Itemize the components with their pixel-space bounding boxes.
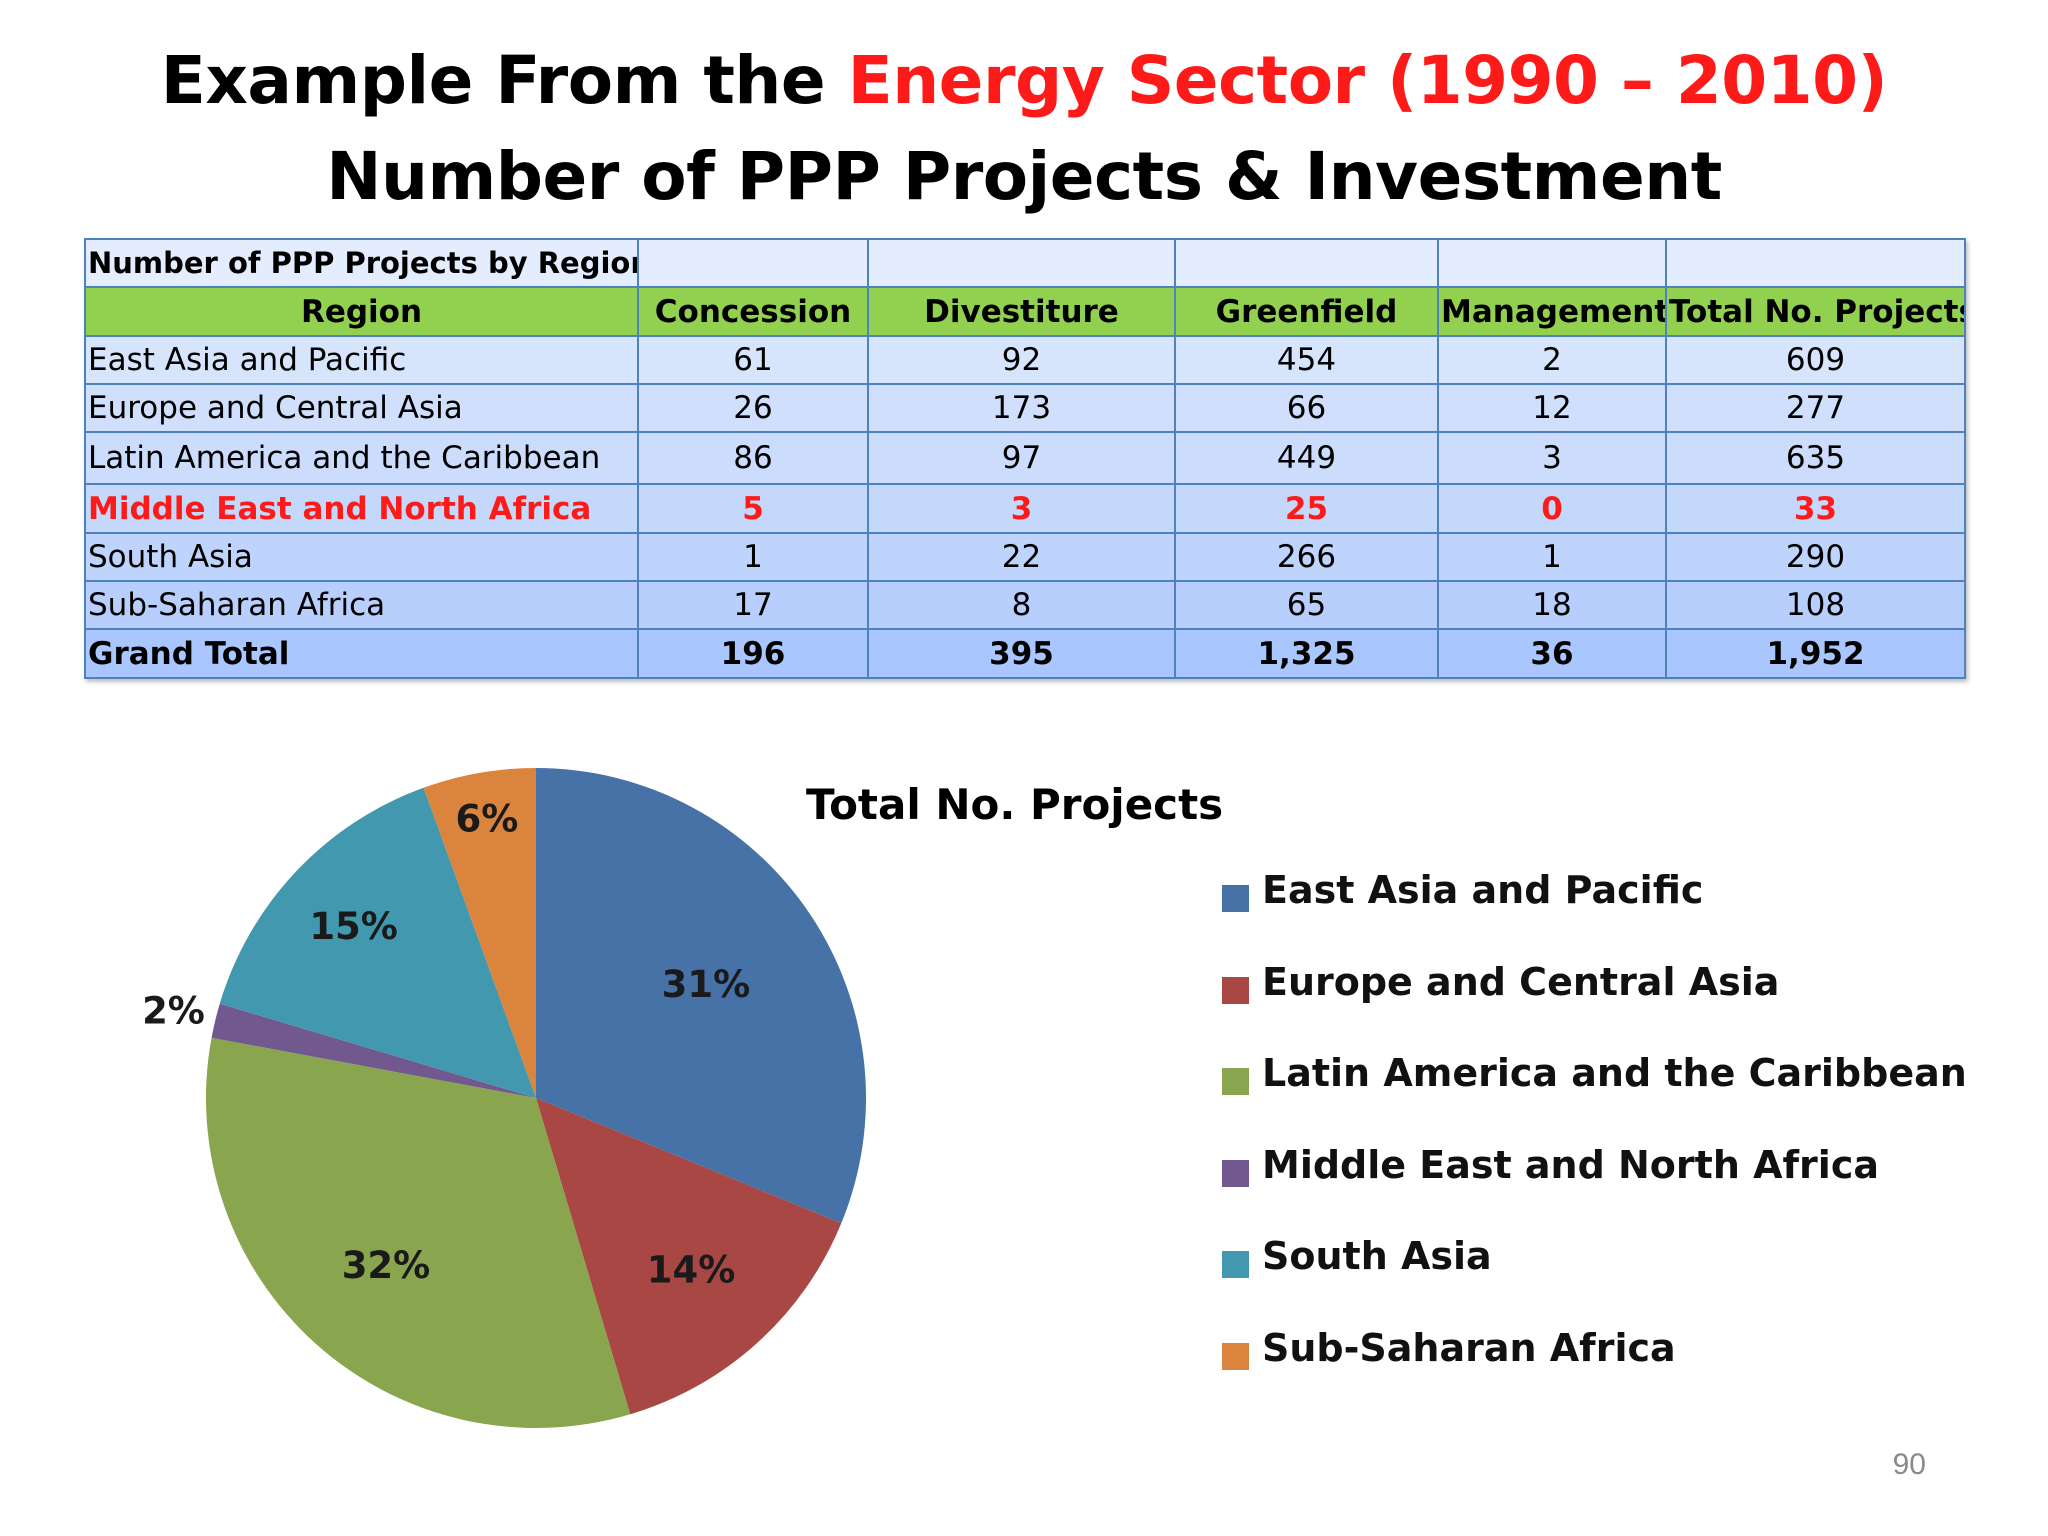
divestiture-cell: 92 — [867, 335, 1176, 385]
concession-cell: 1 — [637, 532, 869, 582]
greenfield-cell: 449 — [1174, 431, 1439, 485]
management-cell: 12 — [1437, 383, 1667, 433]
table-row: East Asia and Pacific 61 92 454 2 609 — [84, 335, 1966, 385]
pie-data-label: 6% — [456, 797, 519, 840]
total-cell: 108 — [1665, 580, 1966, 630]
concession-cell: 5 — [637, 483, 869, 534]
region-cell: Latin America and the Caribbean — [84, 431, 639, 485]
legend-label: South Asia — [1262, 1234, 1492, 1278]
region-cell: South Asia — [84, 532, 639, 582]
table-cell — [1174, 238, 1439, 288]
divestiture-cell: 173 — [867, 383, 1176, 433]
divestiture-total: 395 — [867, 628, 1176, 679]
greenfield-total: 1,325 — [1174, 628, 1439, 679]
table-caption-row: Number of PPP Projects by Region — [84, 238, 1966, 288]
pie-data-label: 14% — [647, 1248, 736, 1291]
pie-slice-east-asia-and-pacific — [536, 768, 866, 1224]
header-divestiture: Divestiture — [867, 286, 1176, 337]
table-cell — [1437, 238, 1667, 288]
pie-data-label: 2% — [142, 990, 205, 1033]
grand-total-row: Grand Total 196 395 1,325 36 1,952 — [84, 628, 1966, 679]
management-cell: 18 — [1437, 580, 1667, 630]
concession-cell: 61 — [637, 335, 869, 385]
grand-total-value: 1,952 — [1665, 628, 1966, 679]
divestiture-cell: 8 — [867, 580, 1176, 630]
region-cell: Middle East and North Africa — [84, 483, 639, 534]
region-cell: East Asia and Pacific — [84, 335, 639, 385]
legend-label: East Asia and Pacific — [1262, 868, 1704, 912]
table-cell — [1665, 238, 1966, 288]
divestiture-cell: 22 — [867, 532, 1176, 582]
management-cell: 0 — [1437, 483, 1667, 534]
concession-total: 196 — [637, 628, 869, 679]
legend-swatch — [1222, 1159, 1249, 1187]
grand-total-label: Grand Total — [84, 628, 639, 679]
legend-label: Middle East and North Africa — [1262, 1142, 1879, 1187]
management-cell: 1 — [1437, 532, 1667, 582]
greenfield-cell: 266 — [1174, 532, 1439, 582]
slide-title-line-2: Number of PPP Projects & Investment — [326, 138, 1722, 215]
total-cell: 609 — [1665, 335, 1966, 385]
title-prefix: Example From the — [160, 42, 848, 119]
total-cell: 33 — [1665, 483, 1966, 534]
management-total: 36 — [1437, 628, 1667, 679]
pie-data-label: 15% — [309, 905, 398, 948]
region-cell: Sub-Saharan Africa — [84, 580, 639, 630]
title-highlight: Energy Sector (1990 – 2010) — [847, 42, 1888, 119]
pie-slice-latin-america-and-the-caribbean — [205, 1037, 631, 1428]
legend-swatch — [1222, 1342, 1249, 1370]
total-cell: 277 — [1665, 383, 1966, 433]
pie-data-label: 31% — [662, 963, 751, 1006]
pie-slice-south-asia — [219, 787, 536, 1098]
legend-swatch — [1222, 885, 1249, 912]
table-header-row: Region Concession Divestiture Greenfield… — [84, 286, 1966, 337]
divestiture-cell: 97 — [867, 431, 1176, 485]
region-cell: Europe and Central Asia — [84, 383, 639, 433]
management-cell: 3 — [1437, 431, 1667, 485]
slide-title-line-1: Example From the Energy Sector (1990 – 2… — [0, 42, 2048, 119]
legend-label: Latin America and the Caribbean — [1262, 1051, 1967, 1095]
header-greenfield: Greenfield — [1174, 286, 1439, 337]
greenfield-cell: 65 — [1174, 580, 1439, 630]
management-cell: 2 — [1437, 335, 1667, 385]
table-row: Sub-Saharan Africa 17 8 65 18 108 — [84, 580, 1966, 630]
legend-label: Europe and Central Asia — [1262, 959, 1780, 1004]
header-region: Region — [84, 286, 639, 337]
header-total: Total No. Projects — [1665, 286, 1966, 337]
table-cell — [867, 238, 1176, 288]
ppp-projects-table: Number of PPP Projects by Region Region … — [84, 238, 1966, 679]
table-caption: Number of PPP Projects by Region — [84, 238, 639, 288]
concession-cell: 17 — [637, 580, 869, 630]
pie-data-label: 32% — [342, 1244, 431, 1287]
greenfield-cell: 66 — [1174, 383, 1439, 433]
table-row: South Asia 1 22 266 1 290 — [84, 532, 1966, 582]
pie-slice-sub-saharan-africa — [423, 768, 536, 1098]
greenfield-cell: 454 — [1174, 335, 1439, 385]
legend-swatch — [1222, 1068, 1249, 1095]
greenfield-cell: 25 — [1174, 483, 1439, 534]
table-cell — [637, 238, 869, 288]
legend-swatch — [1222, 976, 1249, 1004]
divestiture-cell: 3 — [867, 483, 1176, 534]
table-row: Latin America and the Caribbean 86 97 44… — [84, 431, 1966, 485]
header-management: Management — [1437, 286, 1667, 337]
header-concession: Concession — [637, 286, 869, 337]
legend-label: Sub-Saharan Africa — [1262, 1325, 1676, 1370]
concession-cell: 86 — [637, 431, 869, 485]
chart-title: Total No. Projects — [806, 780, 1224, 829]
legend-swatch — [1222, 1251, 1249, 1278]
table-row: Europe and Central Asia 26 173 66 12 277 — [84, 383, 1966, 433]
pie-slice-europe-and-central-asia — [536, 1098, 842, 1415]
total-cell: 290 — [1665, 532, 1966, 582]
concession-cell: 26 — [637, 383, 869, 433]
page-number: 90 — [1892, 1448, 1926, 1481]
total-cell: 635 — [1665, 431, 1966, 485]
table-row-highlighted: Middle East and North Africa 5 3 25 0 33 — [84, 483, 1966, 534]
pie-slice-middle-east-and-north-africa — [211, 1003, 536, 1098]
